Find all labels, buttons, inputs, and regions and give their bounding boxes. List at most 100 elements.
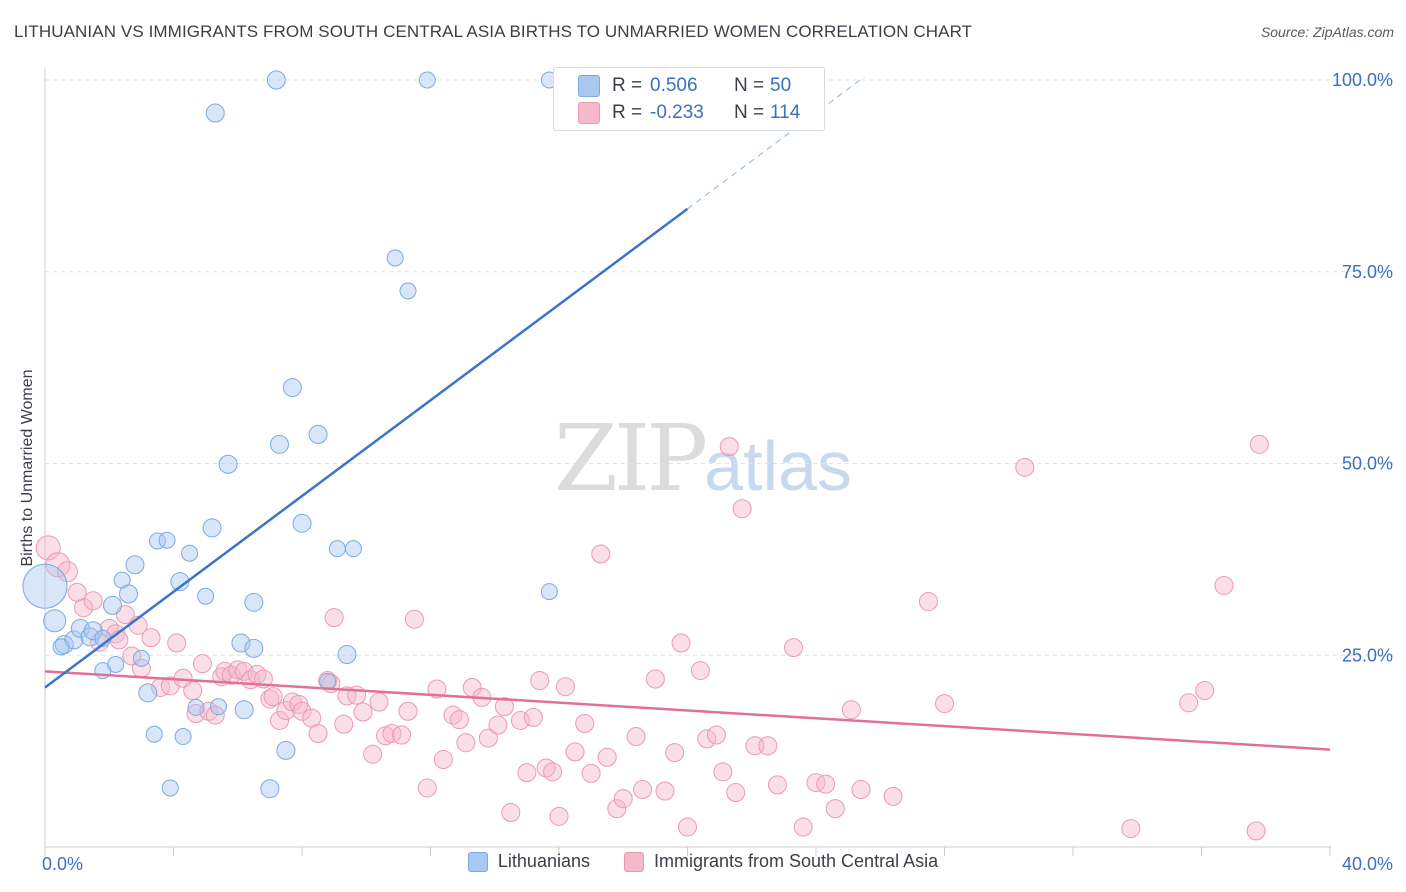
x-tick-label: 0.0% bbox=[42, 854, 83, 874]
data-point-lithuanians bbox=[107, 655, 125, 673]
series-immigrants-points bbox=[35, 434, 1269, 841]
data-point-lithuanians bbox=[386, 249, 404, 267]
data-point-immigrants bbox=[678, 817, 697, 837]
data-point-immigrants bbox=[115, 605, 135, 625]
data-point-immigrants bbox=[334, 714, 354, 734]
data-point-lithuanians bbox=[231, 633, 251, 653]
data-point-immigrants bbox=[665, 743, 685, 763]
data-point-lithuanians bbox=[102, 595, 122, 615]
data-point-lithuanians bbox=[174, 728, 192, 746]
data-point-immigrants bbox=[141, 628, 161, 648]
data-point-immigrants bbox=[530, 671, 550, 691]
n-label: N = bbox=[734, 102, 765, 123]
data-point-immigrants bbox=[597, 747, 617, 767]
data-point-immigrants bbox=[633, 779, 653, 799]
data-point-lithuanians bbox=[22, 563, 68, 609]
legend-label: Lithuanians bbox=[497, 851, 590, 871]
data-point-lithuanians bbox=[319, 672, 337, 690]
data-point-immigrants bbox=[456, 733, 476, 753]
r-value: -0.233 bbox=[650, 102, 704, 123]
data-point-lithuanians bbox=[52, 638, 70, 656]
data-point-lithuanians bbox=[119, 584, 139, 604]
data-point-lithuanians bbox=[282, 378, 302, 398]
data-point-lithuanians bbox=[158, 531, 176, 549]
data-point-immigrants bbox=[816, 774, 836, 794]
data-point-lithuanians bbox=[43, 609, 67, 633]
data-point-immigrants bbox=[626, 727, 646, 747]
data-point-immigrants bbox=[918, 592, 938, 612]
data-point-immigrants bbox=[417, 778, 437, 798]
data-point-lithuanians bbox=[308, 424, 328, 444]
data-point-immigrants bbox=[851, 779, 871, 799]
data-point-lithuanians bbox=[205, 103, 225, 123]
data-point-immigrants bbox=[517, 763, 537, 783]
data-point-immigrants bbox=[433, 750, 453, 770]
data-point-lithuanians bbox=[145, 725, 163, 743]
data-point-immigrants bbox=[363, 744, 383, 764]
data-point-immigrants bbox=[308, 723, 328, 743]
data-point-immigrants bbox=[263, 687, 283, 707]
data-point-immigrants bbox=[260, 689, 280, 709]
data-point-immigrants bbox=[607, 799, 627, 819]
data-point-lithuanians bbox=[292, 513, 312, 533]
trend-line-immigrants bbox=[44, 670, 1331, 751]
data-point-immigrants bbox=[183, 681, 203, 701]
data-point-immigrants bbox=[784, 638, 804, 658]
data-point-immigrants bbox=[205, 705, 225, 725]
data-point-immigrants bbox=[591, 544, 611, 564]
data-point-immigrants bbox=[292, 701, 312, 721]
data-point-lithuanians bbox=[132, 649, 150, 667]
data-point-lithuanians bbox=[202, 518, 222, 538]
correlation-row-immigrants: R = -0.233 N = 114 bbox=[578, 100, 800, 126]
data-point-immigrants bbox=[369, 692, 389, 712]
data-point-immigrants bbox=[806, 773, 826, 793]
data-point-immigrants bbox=[758, 736, 778, 756]
series-lithuanians-points bbox=[22, 70, 558, 799]
data-point-immigrants bbox=[841, 700, 861, 720]
data-point-immigrants bbox=[74, 598, 94, 618]
legend-item-lithuanians[interactable]: Lithuanians bbox=[467, 851, 590, 872]
data-point-lithuanians bbox=[234, 700, 254, 720]
data-point-immigrants bbox=[1179, 693, 1199, 713]
data-point-immigrants bbox=[1195, 681, 1215, 701]
grid-lines bbox=[45, 79, 1394, 656]
legend-item-immigrants[interactable]: Immigrants from South Central Asia bbox=[623, 851, 938, 872]
data-point-immigrants bbox=[83, 591, 103, 611]
legend-swatch-pink bbox=[623, 851, 644, 872]
data-point-immigrants bbox=[35, 535, 61, 561]
data-point-immigrants bbox=[767, 775, 787, 795]
tick-labels: 25.0% 50.0% 75.0% 100.0% 0.0% 40.0% bbox=[42, 70, 1393, 874]
data-point-immigrants bbox=[713, 762, 733, 782]
data-point-immigrants bbox=[1249, 434, 1269, 454]
r-label: R = bbox=[612, 75, 643, 96]
data-point-immigrants bbox=[1214, 575, 1234, 595]
data-point-immigrants bbox=[793, 817, 813, 837]
data-point-immigrants bbox=[1121, 819, 1141, 839]
n-value: 50 bbox=[770, 75, 792, 96]
data-point-immigrants bbox=[494, 697, 514, 717]
data-point-immigrants bbox=[883, 786, 903, 806]
data-point-immigrants bbox=[655, 781, 675, 801]
data-point-immigrants bbox=[449, 710, 469, 730]
source-note: Source: ZipAtlas.com bbox=[1260, 24, 1394, 40]
data-point-lithuanians bbox=[209, 698, 227, 716]
data-point-immigrants bbox=[543, 762, 563, 782]
data-point-immigrants bbox=[270, 710, 290, 730]
data-point-immigrants bbox=[671, 633, 691, 653]
data-point-immigrants bbox=[478, 728, 498, 748]
data-point-immigrants bbox=[324, 608, 344, 628]
data-point-lithuanians bbox=[218, 454, 238, 474]
data-point-lithuanians bbox=[344, 540, 362, 558]
data-point-immigrants bbox=[398, 701, 418, 721]
y-tick-label: 75.0% bbox=[1342, 262, 1393, 282]
data-point-lithuanians bbox=[80, 627, 100, 647]
series-legend: Lithuanians Immigrants from South Centra… bbox=[0, 851, 1406, 872]
data-point-immigrants bbox=[45, 552, 71, 578]
x-tick-label: 40.0% bbox=[1342, 854, 1393, 874]
data-point-lithuanians bbox=[276, 740, 296, 760]
data-point-lithuanians bbox=[148, 532, 166, 550]
data-point-lithuanians bbox=[540, 583, 558, 601]
data-point-immigrants bbox=[706, 725, 726, 745]
data-point-immigrants bbox=[510, 710, 530, 730]
